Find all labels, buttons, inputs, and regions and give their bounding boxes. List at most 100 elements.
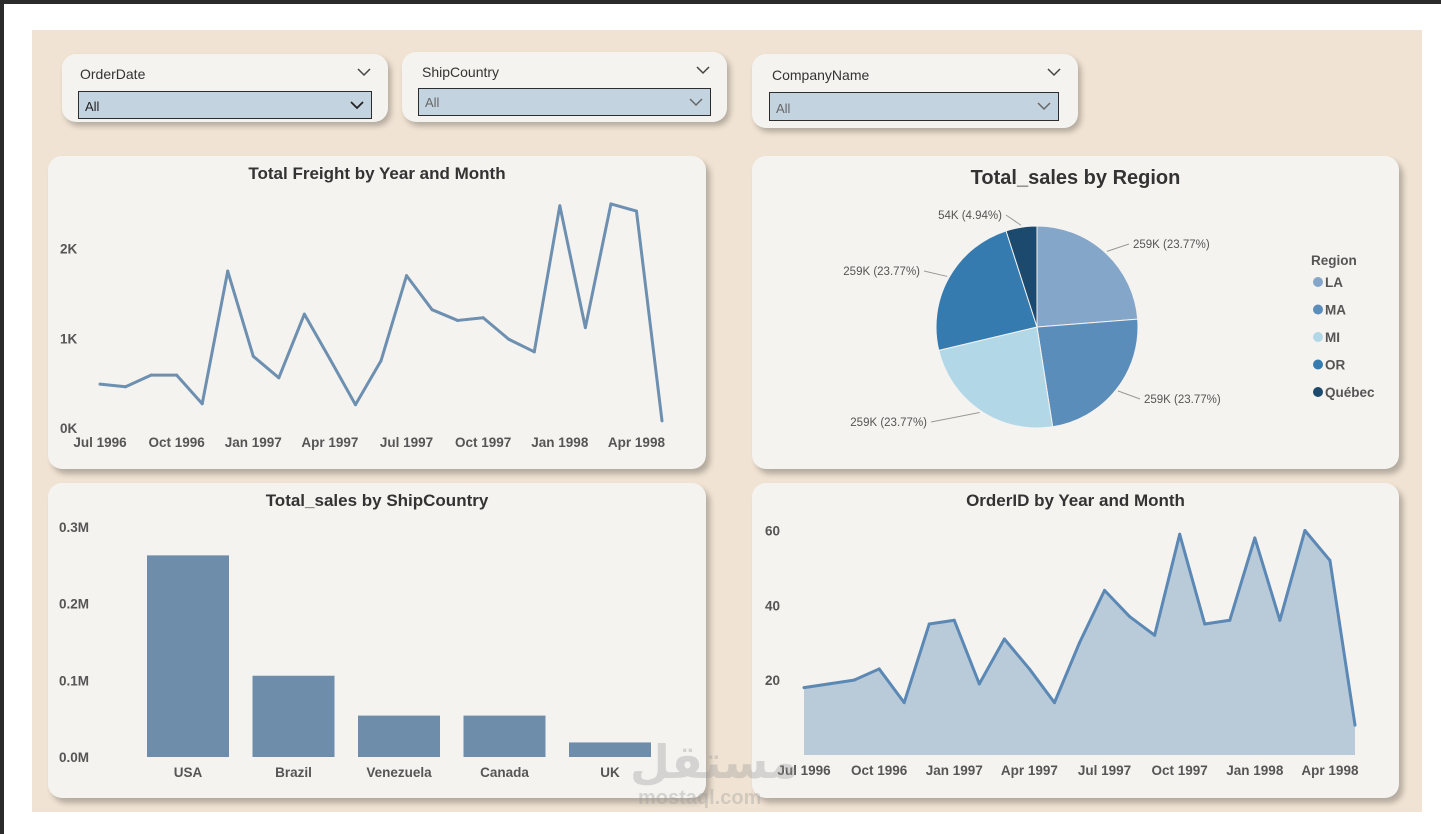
leader-line (1005, 214, 1022, 226)
slicer-shipcountry[interactable]: ShipCountry All (402, 52, 727, 122)
chart-title: OrderID by Year and Month (966, 491, 1185, 510)
chevron-down-icon[interactable] (695, 64, 711, 76)
region-pie-chart-panel[interactable]: Total_sales by Region 259K (23.77%) 259K … (752, 156, 1399, 469)
chevron-down-icon[interactable] (1046, 66, 1062, 78)
chart-title: Total_sales by ShipCountry (265, 491, 489, 510)
data-point (1027, 667, 1031, 671)
x-tick-label: Jan 1998 (531, 435, 589, 450)
data-point (558, 204, 562, 208)
data-point (302, 312, 306, 316)
y-tick-label: 0.1M (59, 673, 89, 688)
data-point (507, 337, 511, 341)
data-point (1128, 615, 1132, 619)
data-point (1078, 641, 1081, 645)
slicer-selected-value: All (425, 95, 440, 110)
data-point (353, 403, 357, 407)
data-point (977, 682, 981, 686)
slicer-dropdown[interactable]: All (78, 91, 372, 119)
x-tick-label: Jul 1997 (380, 435, 433, 450)
legend-marker (1313, 304, 1323, 315)
data-point (175, 373, 179, 377)
leader-line (1117, 390, 1141, 400)
shipcountry-bar-chart: 0.0M 0.1M 0.2M 0.3M USA Brazil Venezuela Canada… (59, 520, 651, 780)
chevron-down-icon (689, 98, 703, 107)
x-tick-label: Oct 1996 (148, 435, 205, 450)
data-point (1228, 618, 1232, 622)
data-point (609, 202, 613, 206)
y-tick-label: 20 (765, 673, 780, 688)
data-point (1052, 701, 1056, 705)
bar (147, 555, 229, 757)
data-point (481, 316, 485, 320)
slicer-dropdown[interactable]: All (418, 88, 711, 116)
data-point (226, 269, 230, 273)
x-tick-label: Apr 1997 (301, 435, 358, 450)
data-point (1153, 633, 1157, 637)
slice-data-label: 259K (23.77%) (1133, 239, 1210, 251)
data-point (877, 667, 881, 671)
legend-label: LA (1325, 275, 1343, 290)
x-tick-label: Jan 1997 (926, 763, 983, 778)
data-point (802, 686, 806, 690)
slicer-companyname[interactable]: CompanyName All (752, 54, 1078, 128)
orders-area-chart: 20 40 60 Jul 1996 Oct 1996 Jan 1997 Apr 1997 Ju… (765, 523, 1359, 778)
data-point (1253, 536, 1257, 540)
watermark-logo: مستقل mostaql.com (630, 735, 810, 815)
data-point (660, 419, 664, 423)
chevron-down-icon[interactable] (356, 66, 372, 78)
data-point (1002, 637, 1006, 641)
y-tick-label: 2K (60, 242, 78, 257)
slice-data-label: 259K (23.77%) (850, 417, 927, 429)
x-tick-label: UK (600, 765, 620, 780)
data-point (852, 678, 856, 682)
legend-label: Québec (1325, 385, 1375, 400)
data-point (405, 274, 409, 278)
data-point (827, 682, 831, 686)
x-tick-label: Oct 1996 (851, 763, 908, 778)
watermark-brand: مستقل (630, 736, 799, 788)
slicer-dropdown[interactable]: All (769, 92, 1059, 121)
chart-title: Total_sales by Region (970, 167, 1181, 189)
slice-data-label: 259K (23.77%) (1144, 394, 1221, 406)
data-point (532, 350, 536, 354)
x-tick-label: Oct 1997 (1152, 763, 1208, 778)
watermark-url: mostaql.com (638, 787, 762, 809)
data-point (583, 326, 587, 330)
y-tick-label: 0.2M (59, 597, 89, 612)
data-point (1203, 622, 1207, 626)
leader-line (930, 412, 980, 423)
slicer-title: ShipCountry (422, 64, 500, 80)
data-point (902, 701, 906, 705)
data-point (634, 209, 638, 213)
y-tick-label: 0K (60, 421, 78, 436)
slicer-title: CompanyName (772, 67, 870, 83)
chevron-down-icon (350, 101, 364, 110)
window-left-border (0, 0, 4, 834)
pie-slice (1005, 225, 1038, 328)
pie-slice (938, 326, 1054, 429)
legend-label: OR (1325, 358, 1346, 373)
legend-marker (1313, 277, 1323, 287)
chevron-down-icon (1037, 102, 1051, 111)
shipcountry-bar-chart-panel[interactable]: Total_sales by ShipCountry 0.0M 0.1M 0.2M 0… (48, 483, 706, 798)
data-point (927, 622, 931, 626)
slicer-selected-value: All (85, 99, 100, 114)
leader-line (1106, 243, 1130, 252)
x-tick-label: Jul 1996 (73, 435, 127, 450)
legend-label: MI (1325, 330, 1340, 345)
x-tick-label: Apr 1998 (608, 435, 666, 450)
data-point (98, 382, 102, 386)
pie-slice (935, 230, 1038, 351)
legend-marker (1313, 359, 1323, 370)
freight-line-chart-panel[interactable]: Total Freight by Year and Month 0K 1K 2K Ju… (48, 156, 706, 469)
y-tick-label: 60 (765, 523, 780, 538)
y-tick-label: 1K (60, 331, 78, 346)
region-pie-chart: 259K (23.77%) 259K (23.77%) 259K (23.77%) 2… (843, 210, 1375, 429)
window-top-border (0, 0, 1441, 4)
slicer-selected-value: All (776, 101, 791, 116)
legend-marker (1313, 332, 1323, 342)
x-tick-label: Jul 1996 (777, 763, 831, 778)
legend-label: MA (1325, 303, 1346, 318)
orders-area-chart-panel[interactable]: OrderID by Year and Month 20 40 60 Jul 1996… (752, 483, 1399, 798)
slicer-orderdate[interactable]: OrderDate All (62, 54, 388, 122)
